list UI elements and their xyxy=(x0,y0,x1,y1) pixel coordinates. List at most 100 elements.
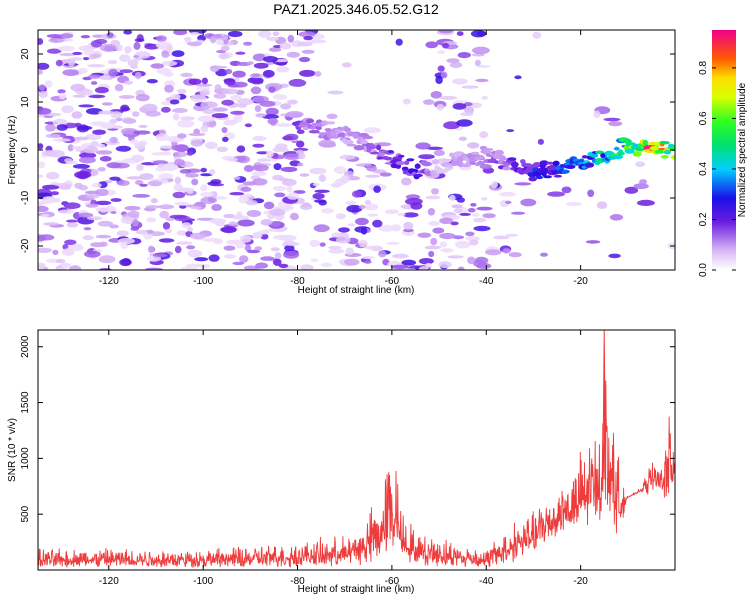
ridge-cell xyxy=(624,148,635,154)
heatmap-cell xyxy=(221,127,228,133)
heatmap-cell xyxy=(161,106,171,113)
heatmap-cell xyxy=(231,81,248,88)
heatmap-cell xyxy=(470,102,482,109)
heatmap-cell xyxy=(345,247,354,256)
heatmap-cell xyxy=(456,197,465,203)
heatmap-cell xyxy=(176,230,187,236)
heatmap-cell xyxy=(232,70,246,78)
heatmap-cell xyxy=(44,80,53,88)
heatmap-cell xyxy=(63,202,81,209)
heatmap-cell xyxy=(150,63,165,69)
heatmap-cell xyxy=(56,124,68,131)
heatmap-cell xyxy=(205,141,218,150)
heatmap-cell xyxy=(71,111,83,119)
ridge-cell xyxy=(613,146,620,151)
heatmap-cell xyxy=(196,86,210,91)
ridge-cell xyxy=(453,151,465,156)
heatmap-cell xyxy=(98,255,116,264)
heatmap-cell xyxy=(275,143,288,150)
heatmap-cell xyxy=(222,136,229,142)
heatmap-cell xyxy=(453,208,463,213)
heatmap-cell xyxy=(250,86,262,95)
heatmap-cell xyxy=(452,103,467,110)
heatmap-cell xyxy=(237,219,255,227)
heatmap-cell xyxy=(252,143,265,148)
heatmap-cell xyxy=(347,223,355,227)
heatmap-cell xyxy=(274,252,282,260)
heatmap-cell xyxy=(38,262,46,269)
ridge-cell xyxy=(654,149,665,154)
heatmap-cell xyxy=(91,53,102,59)
ridge-cell xyxy=(387,150,394,153)
heatmap-cell xyxy=(38,247,53,253)
ridge-cell xyxy=(528,176,537,182)
heatmap-cell xyxy=(188,78,202,85)
snr-x-label: Height of straight line (km) xyxy=(298,584,415,595)
heatmap-cell xyxy=(364,245,380,250)
heatmap-cell xyxy=(355,217,369,226)
heatmap-cell xyxy=(283,153,301,160)
heatmap-cell xyxy=(55,259,66,264)
heatmap-cell xyxy=(273,258,282,266)
heatmap-cell xyxy=(243,41,253,46)
x-tick-label: -120 xyxy=(99,576,119,587)
heatmap-cell xyxy=(482,213,496,219)
heatmap-cell xyxy=(328,248,345,254)
heatmap-cell xyxy=(272,45,283,48)
heatmap-cell xyxy=(58,45,75,52)
heatmap-cell xyxy=(299,173,310,177)
heatmap-cell xyxy=(403,228,414,233)
heatmap-cell xyxy=(238,195,250,204)
heatmap-cell xyxy=(430,237,438,246)
ridge-cell xyxy=(343,127,351,133)
heatmap-cell xyxy=(59,92,66,100)
heatmap-cell xyxy=(228,221,237,227)
heatmap-cell xyxy=(254,105,262,113)
ridge-cell xyxy=(367,144,376,150)
heatmap-cell xyxy=(212,196,228,200)
heatmap-cell xyxy=(121,258,131,266)
ridge-cell xyxy=(337,132,347,138)
heatmap-cell xyxy=(159,210,170,219)
heatmap-cell xyxy=(479,164,492,170)
heatmap-cell xyxy=(190,139,204,147)
ridge-cell xyxy=(520,159,526,164)
heatmap-cell xyxy=(287,34,295,43)
heatmap-cell xyxy=(268,86,276,93)
heatmap-cell xyxy=(54,183,72,187)
heatmap-cell xyxy=(461,85,479,89)
heatmap-cell xyxy=(43,222,59,226)
heatmap-cell xyxy=(437,65,445,72)
ridge-cell xyxy=(546,161,554,165)
heatmap-cell xyxy=(85,133,102,141)
heatmap-cell xyxy=(417,232,432,238)
heatmap-cell xyxy=(475,78,489,83)
heatmap-cell xyxy=(38,84,46,91)
heatmap-cell xyxy=(270,247,280,252)
ridge-cell xyxy=(543,175,552,179)
heatmap-cell xyxy=(279,177,290,182)
heatmap-cell xyxy=(230,110,245,115)
heatmap-cell xyxy=(134,71,142,80)
heatmap-cell xyxy=(162,222,171,230)
heatmap-cell xyxy=(94,86,109,94)
heatmap-cell xyxy=(179,169,192,174)
ridge-cell xyxy=(618,149,624,155)
heatmap-cell xyxy=(441,42,450,49)
ridge-cell xyxy=(613,154,624,160)
heatmap-cell xyxy=(97,143,106,148)
heatmap-cell xyxy=(74,182,83,189)
heatmap-cell xyxy=(94,200,112,206)
heatmap-cell xyxy=(635,161,646,167)
snr-peak xyxy=(602,330,607,492)
heatmap-cell xyxy=(318,174,327,183)
heatmap-cell xyxy=(254,246,263,251)
heatmap-cell xyxy=(372,169,386,174)
heatmap-cell xyxy=(211,107,228,112)
heatmap-cell xyxy=(172,191,186,199)
ridge-cell xyxy=(441,159,452,163)
ridge-cell xyxy=(449,152,455,158)
heatmap-cell xyxy=(72,164,90,169)
heatmap-cell xyxy=(189,232,207,240)
heatmap-cell xyxy=(474,59,481,67)
